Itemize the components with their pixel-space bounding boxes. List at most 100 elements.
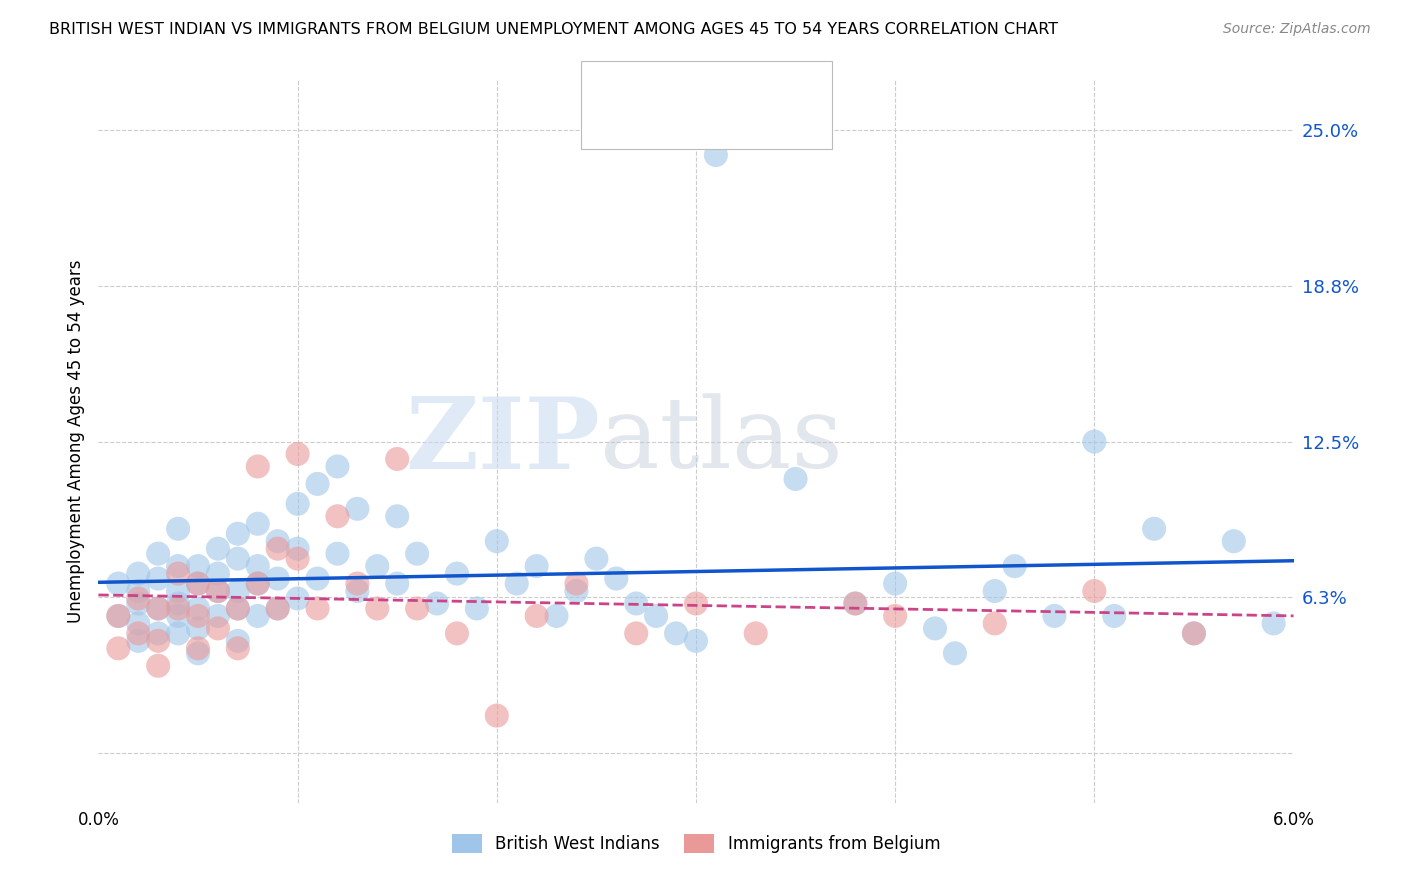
Point xyxy=(1004,559,1026,574)
Point xyxy=(924,621,946,635)
Point xyxy=(685,597,707,611)
Point xyxy=(148,626,170,640)
Point xyxy=(526,609,548,624)
Point xyxy=(167,601,190,615)
Point xyxy=(267,541,290,556)
Text: R =: R = xyxy=(636,114,669,132)
Point xyxy=(884,576,907,591)
Point xyxy=(287,497,309,511)
Point xyxy=(1263,616,1285,631)
Text: R =: R = xyxy=(636,78,669,95)
Text: Source: ZipAtlas.com: Source: ZipAtlas.com xyxy=(1223,22,1371,37)
Point xyxy=(127,584,149,599)
Point xyxy=(226,526,249,541)
Point xyxy=(187,576,209,591)
Point xyxy=(287,447,309,461)
Point xyxy=(267,601,290,615)
Point xyxy=(485,534,508,549)
Legend: British West Indians, Immigrants from Belgium: British West Indians, Immigrants from Be… xyxy=(444,827,948,860)
Point xyxy=(207,584,229,599)
Point xyxy=(605,572,627,586)
Point xyxy=(107,641,129,656)
Point xyxy=(167,559,190,574)
Point xyxy=(226,601,249,615)
Point xyxy=(1083,434,1105,449)
Point xyxy=(167,609,190,624)
Point xyxy=(207,541,229,556)
Text: BRITISH WEST INDIAN VS IMMIGRANTS FROM BELGIUM UNEMPLOYMENT AMONG AGES 45 TO 54 : BRITISH WEST INDIAN VS IMMIGRANTS FROM B… xyxy=(49,22,1059,37)
Point xyxy=(465,601,488,615)
Point xyxy=(1223,534,1246,549)
Point xyxy=(546,609,568,624)
Point xyxy=(1083,584,1105,599)
Text: N =: N = xyxy=(747,78,780,95)
Point xyxy=(366,559,388,574)
Text: N =: N = xyxy=(747,114,780,132)
Point xyxy=(187,559,209,574)
Point xyxy=(148,633,170,648)
Point xyxy=(187,601,209,615)
Point xyxy=(167,522,190,536)
Point xyxy=(246,516,269,531)
Point xyxy=(984,616,1007,631)
Point xyxy=(148,572,170,586)
Point xyxy=(685,633,707,648)
Point xyxy=(844,597,866,611)
Point xyxy=(406,601,429,615)
Point xyxy=(127,633,149,648)
Point xyxy=(246,576,269,591)
Text: 80: 80 xyxy=(786,78,811,95)
Point xyxy=(187,641,209,656)
Text: atlas: atlas xyxy=(600,393,844,490)
Point xyxy=(884,609,907,624)
Point xyxy=(287,551,309,566)
Point xyxy=(148,547,170,561)
Text: ZIP: ZIP xyxy=(405,393,600,490)
Point xyxy=(385,576,409,591)
Point xyxy=(1143,522,1166,536)
Point xyxy=(446,566,468,581)
Point xyxy=(207,584,229,599)
Point xyxy=(226,641,249,656)
Point xyxy=(526,559,548,574)
Point xyxy=(267,601,290,615)
Point xyxy=(167,584,190,599)
Point xyxy=(385,509,409,524)
Point xyxy=(1182,626,1205,640)
Point xyxy=(307,476,329,491)
Point xyxy=(187,609,209,624)
Point xyxy=(207,621,229,635)
Point xyxy=(585,551,607,566)
Point xyxy=(107,609,129,624)
Point xyxy=(665,626,688,640)
Point xyxy=(426,597,449,611)
Point xyxy=(485,708,508,723)
Point xyxy=(366,601,388,615)
Point xyxy=(565,584,588,599)
Point xyxy=(127,591,149,606)
Point xyxy=(187,621,209,635)
Point xyxy=(626,626,648,640)
Point xyxy=(626,597,648,611)
Point xyxy=(148,601,170,615)
Point xyxy=(207,566,229,581)
Text: 40: 40 xyxy=(786,114,811,132)
Point xyxy=(406,547,429,561)
Point xyxy=(704,148,727,162)
Point xyxy=(785,472,807,486)
Point xyxy=(167,597,190,611)
Point xyxy=(745,626,768,640)
Point xyxy=(107,609,129,624)
Point xyxy=(287,541,309,556)
Point xyxy=(226,584,249,599)
Point xyxy=(187,646,209,660)
Point xyxy=(226,551,249,566)
Point xyxy=(127,616,149,631)
Point xyxy=(246,459,269,474)
Point xyxy=(385,452,409,467)
Point xyxy=(148,658,170,673)
Point xyxy=(287,591,309,606)
Point xyxy=(565,576,588,591)
Point xyxy=(246,559,269,574)
Point xyxy=(107,576,129,591)
